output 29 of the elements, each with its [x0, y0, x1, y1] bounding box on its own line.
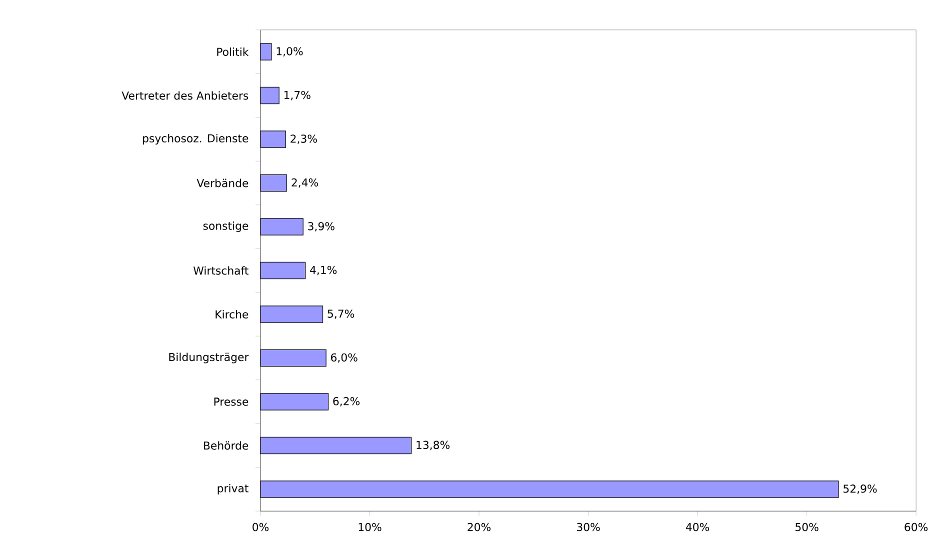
y-tick-label: privat	[218, 484, 248, 495]
data-label: 13,8%	[416, 440, 450, 450]
x-tick-label: 30%	[576, 522, 600, 532]
x-tick-label: 10%	[358, 522, 382, 532]
x-tick-label: 0%	[252, 522, 269, 532]
y-tick-label: Wirtschaft	[193, 266, 248, 275]
y-tick-label: Behörde	[204, 441, 248, 450]
data-label: 2,3%	[290, 134, 317, 144]
y-tick-label: Vertreter des Anbieters	[122, 91, 248, 100]
x-tick-label: 50%	[796, 522, 818, 532]
y-tick-label: Verbände	[196, 178, 248, 188]
data-label: 52,9%	[844, 484, 877, 494]
data-label: 6,0%	[331, 353, 358, 363]
y-tick-label: Kirche	[216, 310, 248, 318]
data-label: 1,7%	[284, 90, 310, 100]
x-tick-label: 60%	[904, 522, 928, 532]
data-label: 1,0%	[276, 47, 303, 56]
data-label: 3,9%	[308, 222, 334, 232]
data-label: 6,2%	[333, 397, 360, 406]
y-tick-label: Presse	[214, 398, 248, 406]
y-tick-label: psychosoz. Dienste	[143, 134, 248, 145]
y-tick-label: Bildungsträger	[169, 352, 249, 364]
y-tick-label: sonstige	[203, 221, 248, 232]
y-tick-label: Politik	[217, 48, 249, 56]
data-label: 2,4%	[292, 178, 318, 188]
data-label: 5,7%	[328, 310, 354, 319]
x-tick-label: 20%	[468, 522, 491, 532]
data-label: 4,1%	[310, 266, 337, 276]
x-tick-label: 40%	[686, 522, 710, 532]
